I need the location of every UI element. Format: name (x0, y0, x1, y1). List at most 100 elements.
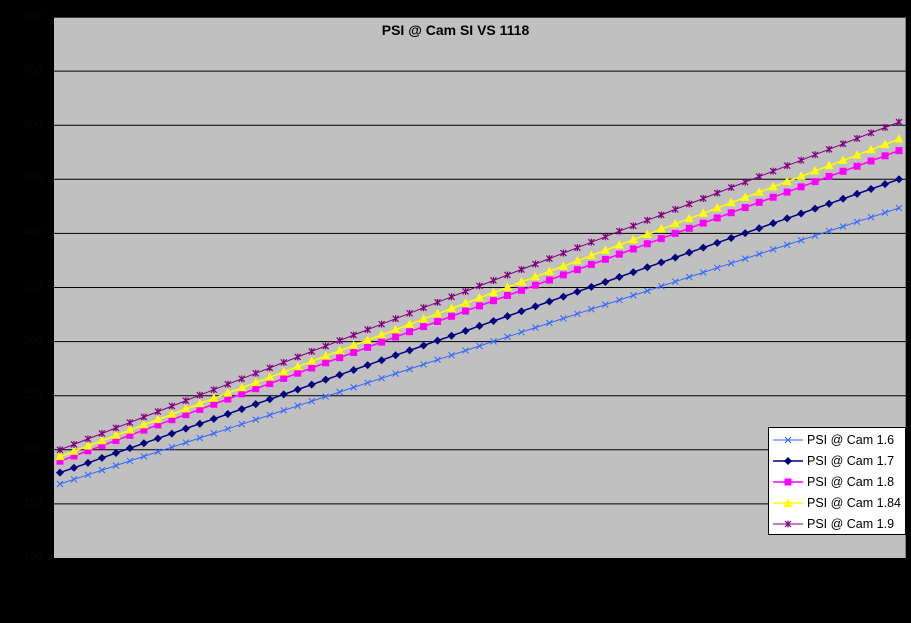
star-marker-icon (70, 440, 78, 448)
x-marker-icon (378, 374, 385, 382)
square-marker-icon (350, 349, 358, 357)
triangle-marker-icon (642, 229, 652, 238)
square-marker-icon (154, 421, 162, 429)
y-tick-label: 350 (23, 280, 42, 293)
square-marker-icon (713, 214, 721, 222)
square-marker-icon (126, 431, 134, 439)
triangle-marker-icon (251, 377, 261, 387)
x-marker-icon (84, 471, 92, 479)
legend-label: PSI @ Cam 1.84 (807, 495, 901, 510)
triangle-marker-icon (796, 171, 806, 180)
square-marker-icon (825, 172, 833, 180)
diamond-marker-icon (489, 317, 498, 326)
triangle-marker-icon (447, 303, 457, 312)
x-marker-icon (252, 416, 260, 423)
square-marker-icon (895, 147, 903, 155)
star-marker-icon (154, 408, 162, 416)
diamond-marker-icon (601, 277, 610, 286)
triangle-marker-icon (600, 245, 610, 254)
legend-swatch-star-icon (773, 520, 803, 528)
square-marker-icon (517, 286, 525, 294)
diamond-marker-icon (503, 312, 512, 321)
x-marker-icon (741, 255, 749, 262)
diamond-marker-icon (83, 458, 92, 467)
diamond-marker-icon (881, 180, 890, 189)
diamond-marker-icon (713, 238, 722, 247)
square-marker-icon (489, 297, 497, 305)
triangle-marker-icon (139, 419, 149, 429)
square-marker-icon (434, 317, 442, 325)
legend-label: PSI @ Cam 1.6 (807, 433, 895, 448)
x-marker-icon (224, 425, 232, 433)
square-marker-icon (196, 405, 204, 413)
triangle-marker-icon (838, 155, 848, 164)
legend-label: PSI @ Cam 1.8 (807, 474, 895, 489)
triangle-marker-icon (69, 446, 79, 455)
square-marker-icon (671, 229, 679, 237)
triangle-marker-icon (83, 441, 93, 450)
diamond-marker-icon (153, 434, 162, 443)
diamond-marker-icon (97, 453, 106, 462)
triangle-marker-icon (475, 292, 484, 302)
star-marker-icon (280, 358, 288, 366)
legend-swatch-square-icon (773, 478, 803, 486)
square-marker-icon (867, 157, 875, 165)
square-marker-icon (336, 354, 344, 362)
x-marker-icon (629, 292, 637, 299)
diamond-marker-icon (699, 243, 708, 252)
legend-item-cam-1-84: PSI @ Cam 1.84 (769, 492, 905, 513)
legend-item-cam-1-6: PSI @ Cam 1.6 (769, 430, 905, 451)
square-marker-icon (601, 255, 609, 263)
chart-title: PSI @ Cam SI VS 1118 (381, 22, 530, 38)
triangle-marker-icon (167, 409, 177, 418)
triangle-marker-icon (698, 208, 708, 217)
star-marker-icon (126, 419, 134, 427)
star-marker-icon (112, 424, 120, 432)
x-marker-icon (308, 397, 316, 405)
triangle-marker-icon (111, 430, 121, 439)
triangle-marker-icon (279, 367, 289, 376)
square-marker-icon (364, 343, 372, 351)
triangle-marker-icon (125, 425, 135, 434)
triangle-marker-icon (223, 388, 233, 397)
star-marker-icon (350, 331, 358, 339)
legend-item-cam-1-7: PSI @ Cam 1.7 (769, 451, 905, 472)
diamond-marker-icon (251, 400, 260, 409)
diamond-marker-icon (615, 273, 624, 282)
triangle-marker-icon (516, 277, 526, 286)
star-marker-icon (727, 184, 735, 192)
star-marker-icon (56, 446, 64, 454)
diamond-marker-icon (811, 204, 820, 213)
star-marker-icon (797, 156, 805, 164)
star-marker-icon (867, 129, 875, 137)
triangle-marker-icon (321, 351, 331, 360)
square-marker-icon (797, 183, 805, 191)
square-marker-icon (615, 250, 623, 258)
star-marker-icon (238, 375, 246, 383)
x-marker-icon (811, 232, 819, 240)
diamond-marker-icon (825, 199, 834, 208)
triangle-marker-icon (768, 181, 778, 191)
square-marker-icon (559, 271, 567, 279)
square-marker-icon (476, 302, 483, 310)
diamond-marker-icon (391, 351, 400, 360)
triangle-marker-icon (726, 197, 736, 207)
legend-label: PSI @ Cam 1.9 (807, 516, 895, 531)
diamond-marker-icon (853, 189, 862, 198)
square-marker-icon (98, 442, 106, 450)
triangle-marker-icon (894, 134, 904, 143)
legend-swatch-triangle-icon (773, 498, 803, 507)
y-tick-label: 400 (23, 226, 42, 239)
x-marker-icon (364, 379, 371, 387)
square-marker-icon (531, 281, 539, 289)
star-marker-icon (504, 271, 511, 279)
x-marker-icon (210, 430, 218, 437)
square-marker-icon (629, 245, 637, 253)
star-marker-icon (392, 315, 400, 323)
triangle-marker-icon (628, 234, 638, 244)
series-1-9 (56, 118, 903, 454)
triangle-marker-icon (307, 356, 317, 365)
star-marker-icon (448, 293, 455, 301)
triangle-marker-icon (614, 239, 624, 249)
